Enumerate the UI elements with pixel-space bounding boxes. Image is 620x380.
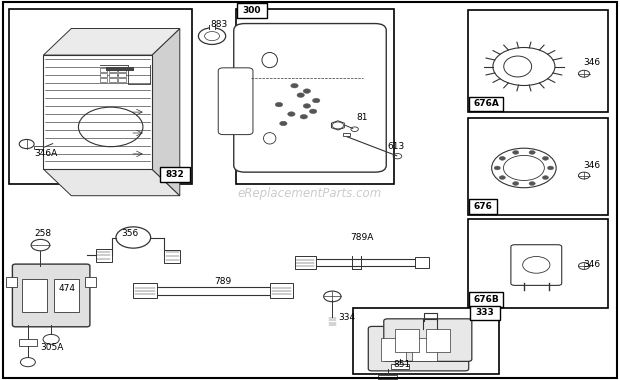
Bar <box>19 339 37 346</box>
Text: 300: 300 <box>242 6 261 15</box>
Bar <box>9 10 192 184</box>
Bar <box>164 250 180 263</box>
Text: 676: 676 <box>474 202 493 211</box>
Circle shape <box>494 166 500 170</box>
Polygon shape <box>34 146 43 149</box>
Bar <box>100 68 107 72</box>
Text: 305A: 305A <box>40 343 64 352</box>
Bar <box>118 78 126 82</box>
Circle shape <box>312 98 320 103</box>
Polygon shape <box>43 28 180 55</box>
Bar <box>469 199 497 214</box>
Text: 346A: 346A <box>34 149 57 158</box>
Text: 851: 851 <box>394 360 411 369</box>
Bar <box>6 277 17 287</box>
Text: 883: 883 <box>211 20 228 29</box>
Bar <box>109 68 117 72</box>
FancyBboxPatch shape <box>234 24 386 172</box>
Circle shape <box>291 84 298 88</box>
Text: 789A: 789A <box>350 233 374 242</box>
Circle shape <box>542 176 549 179</box>
Text: 346: 346 <box>583 58 600 67</box>
FancyBboxPatch shape <box>511 245 562 285</box>
Circle shape <box>288 112 295 116</box>
Bar <box>118 68 126 72</box>
Circle shape <box>513 182 519 185</box>
FancyBboxPatch shape <box>218 68 253 135</box>
Circle shape <box>529 150 535 154</box>
Bar <box>469 292 503 307</box>
Text: 676A: 676A <box>474 99 499 108</box>
FancyBboxPatch shape <box>384 319 472 361</box>
Circle shape <box>542 157 549 160</box>
Circle shape <box>309 109 317 114</box>
Bar <box>395 329 418 352</box>
Circle shape <box>303 104 311 108</box>
Bar <box>236 10 394 184</box>
Text: 474: 474 <box>59 284 76 293</box>
Bar <box>96 249 112 262</box>
Polygon shape <box>209 25 215 29</box>
Bar <box>133 283 157 298</box>
FancyBboxPatch shape <box>12 264 90 327</box>
Text: 258: 258 <box>34 229 51 238</box>
Text: 356: 356 <box>121 229 138 238</box>
Bar <box>378 375 397 379</box>
Polygon shape <box>332 121 344 130</box>
Text: 346: 346 <box>583 260 600 269</box>
Bar <box>54 279 79 312</box>
Text: 789: 789 <box>214 277 231 286</box>
Text: eReplacementParts.com: eReplacementParts.com <box>238 187 382 200</box>
Circle shape <box>275 102 283 107</box>
Text: 333: 333 <box>476 308 494 317</box>
Bar <box>468 118 608 215</box>
Bar <box>109 73 117 77</box>
Bar <box>109 78 117 82</box>
Bar <box>100 73 107 77</box>
Polygon shape <box>106 67 134 71</box>
Bar <box>426 329 450 352</box>
Circle shape <box>303 89 311 93</box>
Bar <box>270 283 293 298</box>
Bar <box>294 256 316 269</box>
Bar <box>85 277 96 287</box>
Bar <box>468 10 608 112</box>
Bar <box>118 73 126 77</box>
Bar <box>100 78 107 82</box>
Polygon shape <box>152 28 180 196</box>
Bar <box>470 306 500 320</box>
Bar <box>381 338 406 361</box>
Circle shape <box>547 166 554 170</box>
FancyBboxPatch shape <box>368 326 469 371</box>
Circle shape <box>499 176 505 179</box>
Circle shape <box>513 150 519 154</box>
Bar <box>353 308 499 374</box>
Text: 81: 81 <box>356 113 368 122</box>
Polygon shape <box>43 169 180 196</box>
Text: 832: 832 <box>166 170 184 179</box>
Circle shape <box>297 93 304 97</box>
Circle shape <box>499 157 505 160</box>
Text: 346: 346 <box>583 161 600 170</box>
Circle shape <box>529 182 535 185</box>
Bar <box>22 279 46 312</box>
Text: 676B: 676B <box>474 295 499 304</box>
Circle shape <box>280 121 287 126</box>
Bar <box>237 3 267 18</box>
Bar <box>415 257 429 268</box>
Bar <box>160 167 190 182</box>
Bar <box>412 338 437 361</box>
Polygon shape <box>343 133 350 136</box>
Circle shape <box>300 114 308 119</box>
Text: 613: 613 <box>388 142 405 151</box>
Bar <box>469 97 503 111</box>
Bar <box>468 218 608 308</box>
Bar <box>391 364 409 369</box>
Polygon shape <box>43 55 152 169</box>
Text: 334: 334 <box>338 313 355 322</box>
